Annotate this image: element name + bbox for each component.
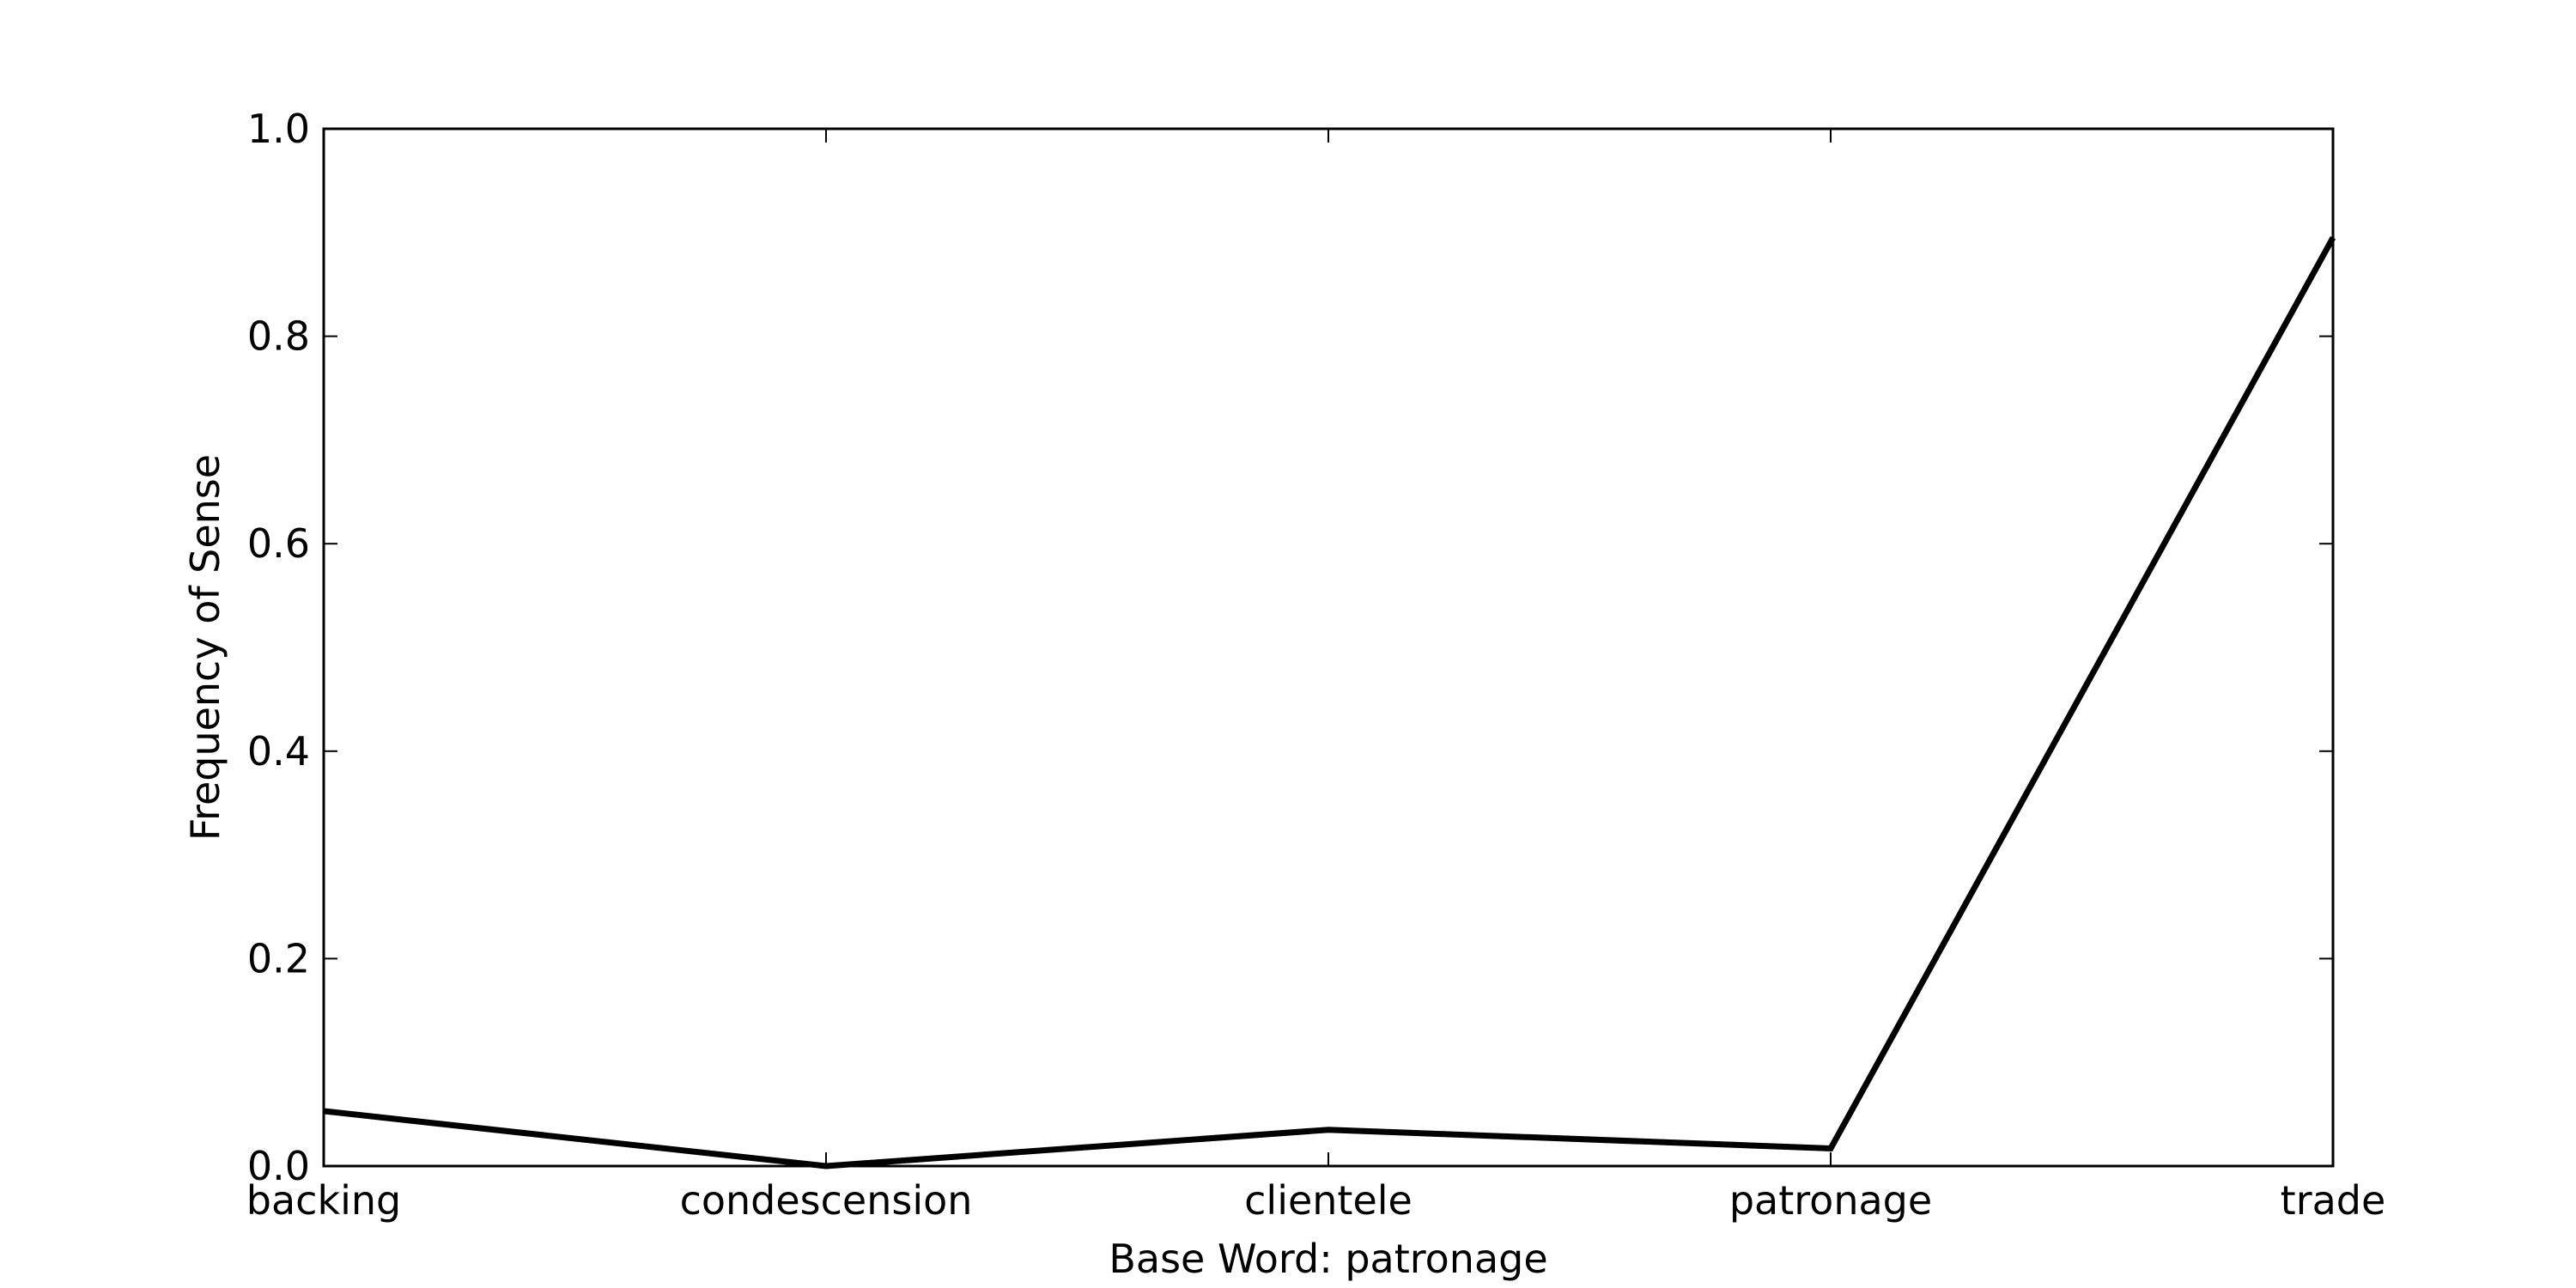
y-tick-label: 0.2: [247, 935, 310, 981]
x-axis-ticks: backing condescension clientele patronage tr…: [246, 129, 2386, 1224]
x-tick-label: patronage: [1729, 1177, 1932, 1224]
series-line: [323, 236, 2336, 1170]
x-tick-label: trade: [2281, 1177, 2386, 1224]
y-axis-ticks: 0.0 0.2 0.4 0.6 0.8 1.0: [247, 106, 2333, 1189]
y-tick-label: 0.8: [247, 313, 310, 360]
x-tick-label: condescension: [680, 1177, 973, 1224]
x-tick-label: clientele: [1244, 1177, 1413, 1224]
y-axis-title: Frequency of Sense: [182, 454, 228, 841]
y-tick-label: 0.0: [247, 1143, 310, 1189]
y-tick-label: 0.6: [247, 520, 310, 567]
x-tick-label: backing: [246, 1177, 401, 1224]
y-tick-label: 0.4: [247, 728, 310, 775]
x-axis-title: Base Word: patronage: [1109, 1236, 1547, 1282]
y-tick-label: 1.0: [247, 106, 310, 152]
plot-frame: [322, 127, 2335, 1168]
